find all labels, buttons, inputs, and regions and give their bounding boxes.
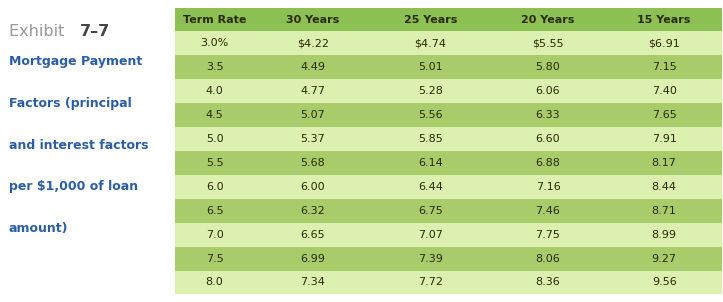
Text: 7–7: 7–7: [80, 24, 110, 39]
Text: 7.39: 7.39: [418, 254, 443, 264]
Text: 5.5: 5.5: [206, 158, 223, 168]
Bar: [175, 223, 722, 247]
Text: Term Rate: Term Rate: [183, 14, 247, 24]
Bar: [175, 247, 722, 271]
Text: 7.40: 7.40: [651, 86, 677, 96]
Text: amount): amount): [9, 222, 68, 235]
Text: 6.5: 6.5: [206, 206, 223, 216]
Text: 9.56: 9.56: [652, 278, 677, 288]
Text: 5.07: 5.07: [301, 110, 325, 120]
Bar: [0, 0, 175, 302]
Text: $4.74: $4.74: [414, 38, 447, 48]
Text: 5.56: 5.56: [418, 110, 442, 120]
Text: 5.01: 5.01: [418, 62, 442, 72]
Text: 6.06: 6.06: [536, 86, 560, 96]
Text: 5.0: 5.0: [206, 134, 223, 144]
Text: 7.0: 7.0: [206, 230, 223, 240]
Text: 5.85: 5.85: [418, 134, 443, 144]
Text: Exhibit: Exhibit: [9, 24, 69, 39]
Text: 8.99: 8.99: [651, 230, 677, 240]
Text: 20 Years: 20 Years: [521, 14, 575, 24]
Bar: [175, 199, 722, 223]
Text: 6.14: 6.14: [418, 158, 443, 168]
Text: 7.5: 7.5: [206, 254, 223, 264]
Text: 6.99: 6.99: [301, 254, 325, 264]
Text: $5.55: $5.55: [532, 38, 564, 48]
Text: 7.91: 7.91: [651, 134, 677, 144]
Text: 6.65: 6.65: [301, 230, 325, 240]
Text: 7.16: 7.16: [536, 182, 560, 192]
Text: 5.80: 5.80: [536, 62, 560, 72]
Text: 7.65: 7.65: [652, 110, 677, 120]
Text: $4.22: $4.22: [297, 38, 329, 48]
Text: 25 Years: 25 Years: [404, 14, 457, 24]
Text: 7.34: 7.34: [301, 278, 325, 288]
Text: 6.75: 6.75: [418, 206, 443, 216]
Text: 8.71: 8.71: [651, 206, 677, 216]
Text: 3.5: 3.5: [206, 62, 223, 72]
Text: 6.32: 6.32: [301, 206, 325, 216]
Text: 7.15: 7.15: [652, 62, 677, 72]
Bar: [175, 55, 722, 79]
Bar: [175, 8, 722, 31]
Text: and interest factors: and interest factors: [9, 139, 148, 152]
Bar: [175, 127, 722, 151]
Text: 8.0: 8.0: [206, 278, 223, 288]
Text: 4.49: 4.49: [301, 62, 325, 72]
Text: 6.00: 6.00: [301, 182, 325, 192]
Text: 8.17: 8.17: [651, 158, 677, 168]
Text: 3.0%: 3.0%: [200, 38, 228, 48]
Text: 6.0: 6.0: [206, 182, 223, 192]
Text: 4.5: 4.5: [206, 110, 223, 120]
Text: 9.27: 9.27: [651, 254, 677, 264]
Text: 7.46: 7.46: [536, 206, 560, 216]
Text: 30 Years: 30 Years: [286, 14, 340, 24]
Text: 7.72: 7.72: [418, 278, 443, 288]
Bar: [175, 175, 722, 199]
Bar: [175, 151, 722, 175]
Text: Factors (principal: Factors (principal: [9, 97, 132, 110]
Text: 15 Years: 15 Years: [638, 14, 691, 24]
Bar: [175, 8, 722, 294]
Text: 6.44: 6.44: [418, 182, 443, 192]
Text: 4.77: 4.77: [301, 86, 325, 96]
Text: 7.07: 7.07: [418, 230, 443, 240]
Text: 5.28: 5.28: [418, 86, 443, 96]
Text: 5.68: 5.68: [301, 158, 325, 168]
Text: 8.36: 8.36: [536, 278, 560, 288]
Text: 6.33: 6.33: [536, 110, 560, 120]
Text: 6.88: 6.88: [536, 158, 560, 168]
Text: 8.06: 8.06: [536, 254, 560, 264]
Bar: [175, 31, 722, 55]
Text: per $1,000 of loan: per $1,000 of loan: [9, 180, 138, 194]
Text: 5.37: 5.37: [301, 134, 325, 144]
Text: 8.44: 8.44: [651, 182, 677, 192]
Text: 4.0: 4.0: [206, 86, 223, 96]
Text: $6.91: $6.91: [649, 38, 680, 48]
Text: 7.75: 7.75: [536, 230, 560, 240]
Text: 6.60: 6.60: [536, 134, 560, 144]
Bar: [175, 79, 722, 103]
Bar: [175, 271, 722, 294]
Text: Mortgage Payment: Mortgage Payment: [9, 55, 142, 69]
Bar: [175, 103, 722, 127]
